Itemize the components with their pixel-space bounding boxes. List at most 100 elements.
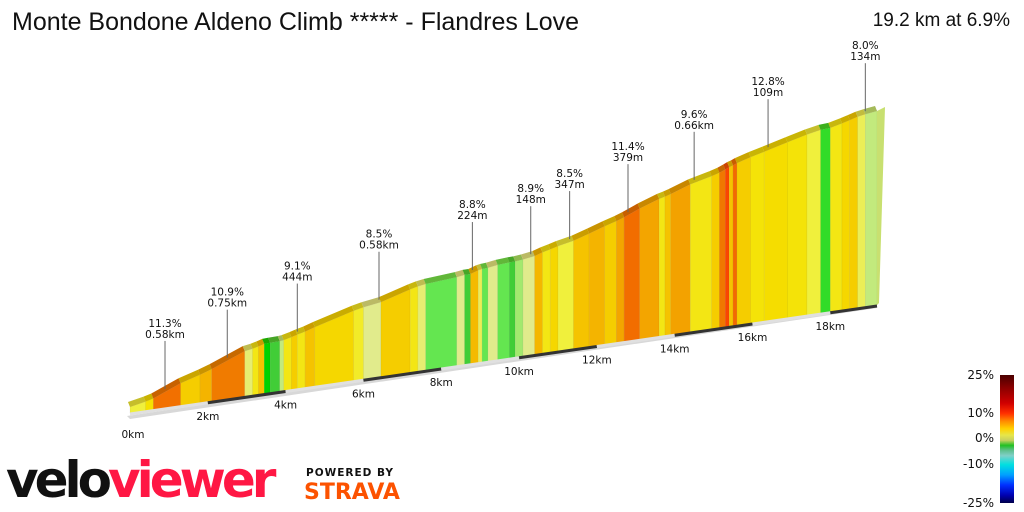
annotation-gradient: 10.9%: [211, 287, 244, 299]
gradient-segment: [588, 225, 605, 347]
gradient-segment: [263, 342, 271, 394]
annotation-length: 0.58km: [145, 329, 185, 341]
annotation-gradient: 8.5%: [366, 229, 393, 241]
annotation-length: 224m: [457, 210, 487, 222]
profile-top-edge: [128, 106, 885, 407]
gradient-segment: [252, 346, 259, 396]
x-tick-label: 18km: [815, 321, 845, 333]
gradient-segment: [425, 276, 458, 371]
x-tick-label: 16km: [738, 332, 768, 344]
gradient-segment: [623, 208, 640, 342]
gradient-segment: [728, 164, 734, 327]
gradient-segment: [857, 113, 866, 309]
gradient-segment: [509, 261, 516, 359]
annotation-length: 109m: [753, 87, 783, 99]
gradient-segment: [750, 151, 765, 324]
annotation-gradient: 9.1%: [284, 261, 311, 273]
annotation-gradient: 8.5%: [556, 168, 583, 180]
legend-tick-10: 10%: [967, 406, 994, 420]
gradient-segment: [269, 340, 281, 394]
gradient-segment: [604, 220, 617, 345]
gradient-segment: [616, 216, 625, 343]
gradient-segment: [787, 134, 808, 319]
annotation-gradient: 12.8%: [751, 76, 784, 88]
gradient-segment: [658, 196, 666, 337]
gradient-segment: [258, 343, 265, 395]
gradient-segment: [380, 288, 411, 378]
gradient-segment: [725, 166, 730, 328]
legend-tick-neg10: -10%: [962, 457, 994, 471]
gradient-segment: [279, 339, 284, 392]
gradient-segment: [670, 183, 691, 336]
annotation-length: 0.58km: [359, 240, 399, 252]
annotation-length: 134m: [850, 51, 880, 63]
climb-summary: 19.2 km at 6.9%: [872, 10, 1010, 31]
gradient-segment: [820, 127, 831, 314]
annotation-gradient: 8.9%: [517, 183, 544, 195]
gradient-segment: [690, 175, 712, 333]
annotation-length: 0.75km: [207, 298, 247, 310]
annotation-gradient: 9.6%: [681, 109, 708, 121]
gradient-segment: [470, 269, 479, 365]
legend-tick-0: 0%: [974, 431, 994, 445]
gradient-segment: [477, 268, 483, 363]
gradient-segment: [283, 336, 292, 392]
gradient-segment: [736, 156, 751, 326]
gradient-segment: [199, 368, 212, 404]
logo-velo: velo: [6, 451, 112, 509]
gradient-segment: [806, 129, 821, 316]
gradient-segment: [481, 267, 489, 363]
x-tick-label: 10km: [504, 366, 534, 378]
annotation-length: 379m: [613, 152, 643, 164]
gradient-segment: [297, 331, 306, 390]
x-tick-label: 2km: [196, 411, 219, 423]
annotation-length: 148m: [516, 194, 546, 206]
gradient-segment: [487, 264, 498, 362]
gradient-segment: [763, 141, 788, 322]
page-title: Monte Bondone Aldeno Climb ***** - Fland…: [12, 8, 580, 36]
gradient-segment: [522, 255, 535, 357]
gradient-legend: 25% 10% 0% -10% -25%: [958, 368, 1024, 512]
gradient-segment: [549, 245, 559, 353]
annotation-length: 0.66km: [674, 120, 714, 132]
gradient-segment: [514, 259, 524, 358]
gradient-segment: [664, 193, 672, 336]
annotation-gradient: 8.0%: [852, 40, 879, 52]
gradient-segment: [304, 326, 316, 388]
logo-viewer: viewer: [108, 451, 276, 509]
x-tick-label: 8km: [430, 377, 453, 389]
x-tick-label: 0km: [122, 429, 145, 441]
gradient-segment: [542, 249, 551, 354]
powered-by-label: POWERED BY: [306, 467, 395, 479]
gradient-segment: [732, 162, 738, 327]
gradient-segment: [291, 334, 298, 390]
gradient-segment: [534, 251, 543, 355]
gradient-segment: [409, 286, 419, 373]
annotation-gradient: 11.3%: [148, 318, 181, 330]
gradient-segment: [639, 198, 660, 340]
annotation-length: 444m: [282, 272, 312, 284]
gradient-segment: [244, 348, 253, 397]
gradient-segment: [573, 233, 590, 350]
gradient-segment: [865, 110, 878, 307]
x-tick-label: 12km: [582, 355, 612, 367]
gradient-segment: [849, 116, 858, 310]
x-tick-label: 6km: [352, 388, 375, 400]
veloviewer-logo: veloviewer: [6, 451, 276, 509]
annotation-gradient: 11.4%: [611, 141, 644, 153]
gradient-segment: [830, 123, 843, 313]
climb-annotations: 11.3%0.58km10.9%0.75km9.1%444m8.5%0.58km…: [145, 40, 880, 389]
gradient-segment: [497, 262, 510, 361]
gradient-segment: [719, 169, 726, 329]
x-tick-label: 4km: [274, 400, 297, 412]
gradient-segment: [363, 301, 382, 380]
gradient-segment: [711, 172, 720, 330]
legend-tick-max: 25%: [967, 368, 994, 382]
gradient-color-scale: [1000, 375, 1014, 503]
strava-logo: STRAVA: [304, 480, 400, 505]
gradient-segment: [456, 274, 465, 367]
legend-tick-min: -25%: [962, 496, 994, 510]
annotation-gradient: 8.8%: [459, 199, 486, 211]
x-tick-label: 14km: [660, 343, 690, 355]
